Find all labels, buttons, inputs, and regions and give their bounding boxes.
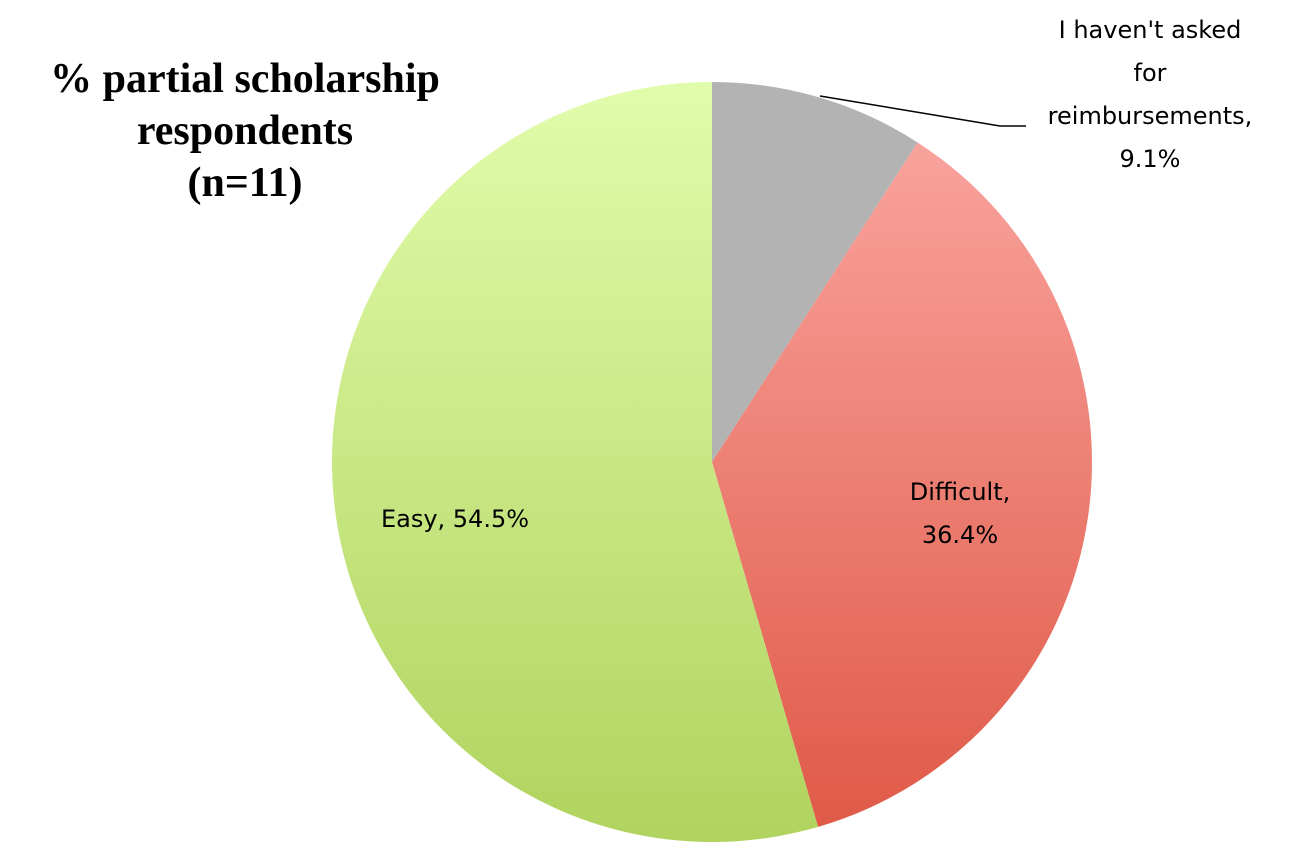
chart-title-line: % partial scholarship xyxy=(50,56,440,102)
data-label: Easy, 54.5% xyxy=(381,505,529,533)
data-label: I haven't asked for reimbursements, 9.1% xyxy=(1048,16,1253,173)
chart-title-line: respondents xyxy=(137,108,353,154)
data-label: Difficult, 36.4% xyxy=(910,478,1010,549)
pie-slice xyxy=(332,82,819,842)
chart-title: % partial scholarship respondents (n=11) xyxy=(50,56,440,206)
leader-line xyxy=(819,95,1026,127)
chart-title-line: (n=11) xyxy=(188,160,303,206)
pie-slice xyxy=(712,82,918,462)
pie-slice xyxy=(712,142,1093,827)
